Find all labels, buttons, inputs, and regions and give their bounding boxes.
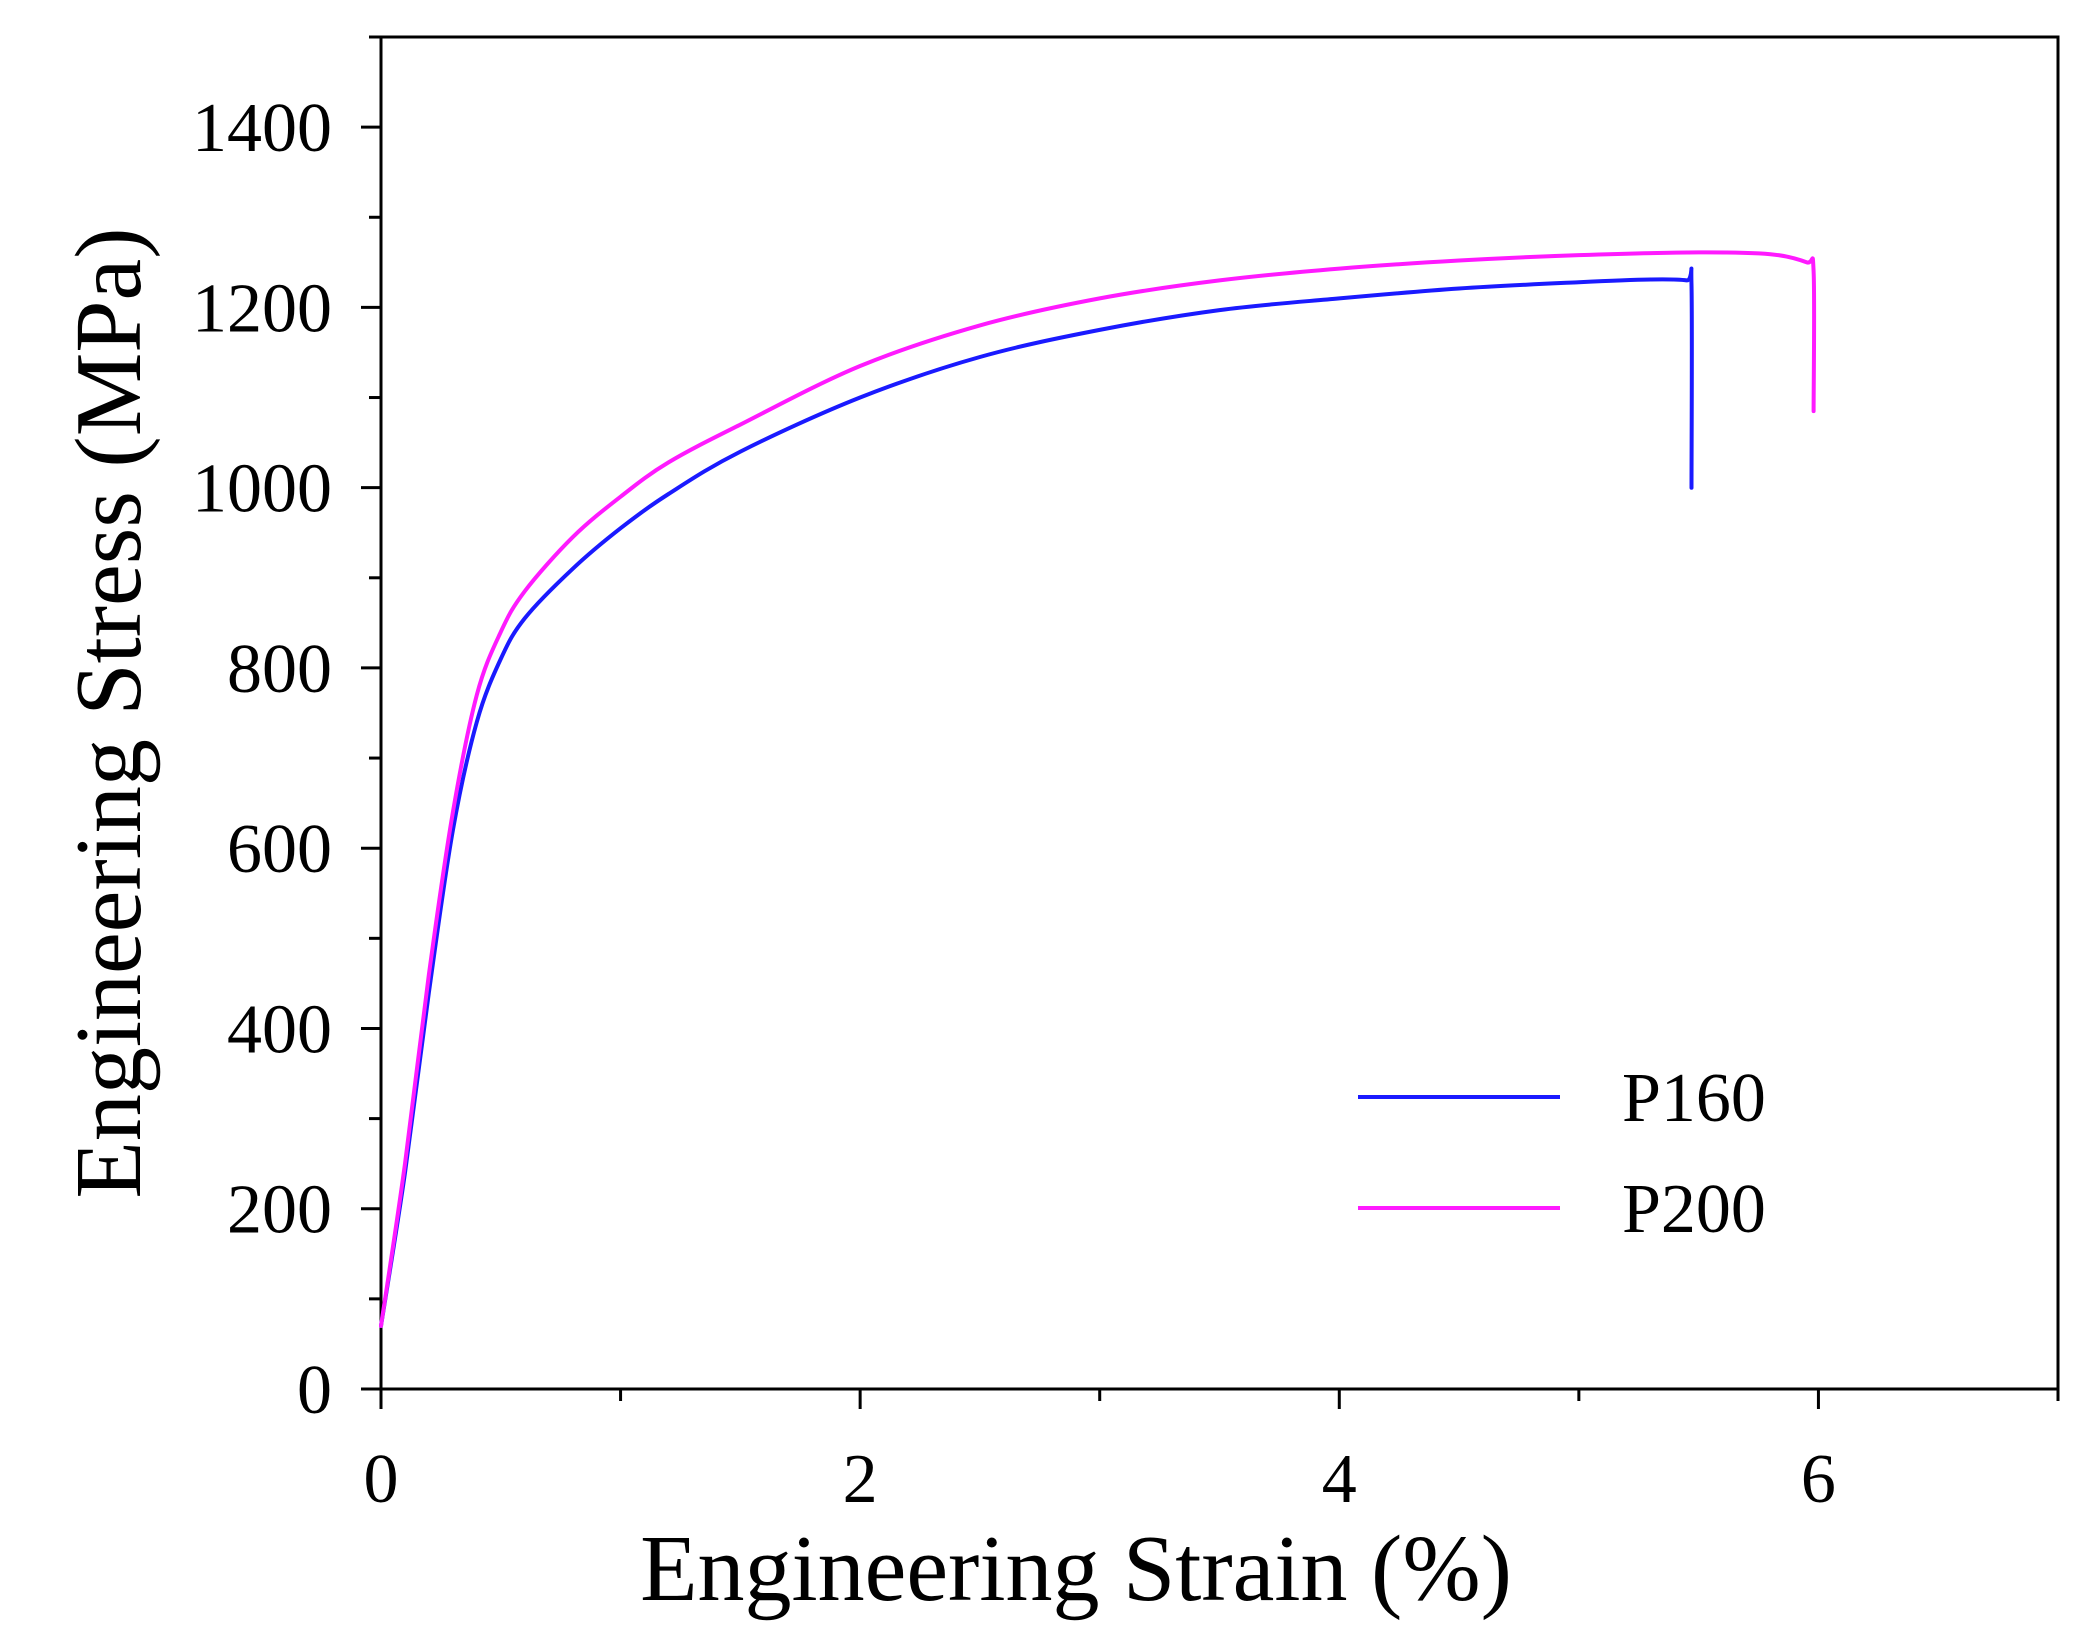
y-axis-title: Engineering Stress (MPa) — [57, 227, 161, 1198]
x-tick-label: 0 — [364, 1441, 399, 1518]
axis-ticks: 0 2 4 6 0 200 400 600 800 1000 1200 1400 — [192, 35, 2060, 1518]
y-tick-label: 1400 — [192, 90, 332, 167]
y-tick-label: 1000 — [192, 451, 332, 528]
x-tick-label: 4 — [1322, 1441, 1357, 1518]
y-tick-label: 600 — [227, 811, 332, 888]
series-line-p160 — [379, 266, 1694, 1328]
y-tick-label: 200 — [227, 1172, 332, 1249]
y-tick-label: 800 — [227, 631, 332, 708]
x-tick-label: 6 — [1801, 1441, 1836, 1518]
legend-label-p160: P160 — [1622, 1060, 1766, 1137]
legend-label-p200: P200 — [1622, 1171, 1766, 1248]
legend: P160 P200 — [1358, 1060, 1766, 1248]
series-group — [379, 250, 1817, 1328]
y-tick-label: 0 — [297, 1352, 332, 1429]
x-axis-title: Engineering Strain (%) — [640, 1517, 1512, 1621]
series-line-p200 — [379, 250, 1817, 1328]
y-tick-label: 400 — [227, 991, 332, 1068]
x-tick-label: 2 — [843, 1441, 878, 1518]
plot-frame — [379, 35, 2060, 1391]
y-tick-label: 1200 — [192, 270, 332, 347]
